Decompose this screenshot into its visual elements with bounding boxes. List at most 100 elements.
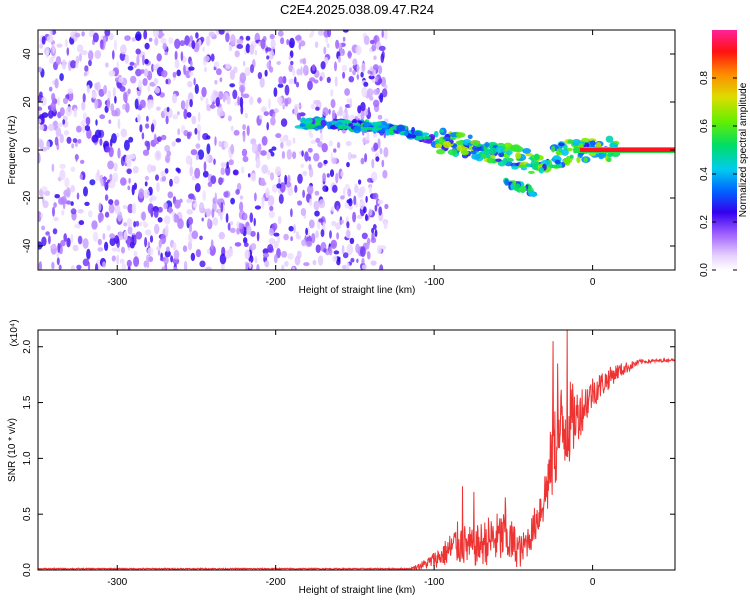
noise-speckle [229,83,236,88]
noise-speckle [310,103,316,110]
noise-speckle [207,181,213,187]
noise-speckle [94,82,99,90]
noise-speckle [82,93,86,103]
noise-speckle [56,43,63,48]
noise-speckle [256,158,261,168]
spectrogram-signal-track [294,116,675,197]
noise-speckle [260,150,267,156]
noise-speckle [204,66,207,73]
noise-speckle [197,149,205,160]
noise-speckle [125,154,132,165]
noise-speckle [172,242,177,251]
noise-speckle [270,39,276,50]
signal-blob [515,183,521,188]
snr-y-tick-label: 1.0 [22,451,33,465]
noise-speckle [92,231,99,242]
noise-speckle [123,231,128,241]
noise-speckle [361,257,365,265]
noise-speckle [247,173,251,178]
noise-speckle [146,163,153,173]
noise-speckle [165,224,169,236]
signal-blob [460,150,469,156]
noise-speckle [272,222,278,231]
noise-speckle [236,38,244,45]
noise-speckle [375,75,379,83]
noise-speckle [156,53,162,62]
noise-speckle [245,43,251,54]
snr-x-tick-label: -300 [107,577,127,588]
noise-speckle [161,266,166,270]
noise-speckle [246,225,252,235]
noise-speckle [312,259,317,266]
noise-speckle [153,78,159,85]
signal-blob [471,153,481,160]
noise-speckle [305,227,308,236]
noise-speckle [141,211,147,221]
noise-speckle [172,257,180,265]
noise-speckle [205,208,212,217]
noise-speckle [211,208,215,218]
noise-speckle [86,84,90,94]
noise-speckle [350,257,355,263]
signal-blob [436,149,446,155]
signal-blob [528,170,535,174]
noise-speckle [76,125,82,133]
noise-speckle [50,244,57,249]
noise-speckle [354,185,359,193]
noise-speckle [314,41,319,48]
signal-blob [378,129,386,133]
noise-speckle [277,216,282,225]
spectrogram-x-tick-label: -300 [107,277,127,288]
noise-speckle [202,190,206,202]
noise-speckle [41,36,46,45]
noise-speckle [154,87,160,94]
noise-speckle [347,188,352,197]
noise-speckle [215,97,220,107]
snr-x-tick-label: -200 [266,577,286,588]
noise-speckle [302,170,308,176]
noise-speckle [213,91,220,97]
noise-speckle [336,232,339,240]
noise-speckle [230,197,236,205]
noise-speckle [239,201,244,212]
noise-speckle [188,222,193,233]
noise-speckle [295,231,300,240]
noise-speckle [187,216,194,225]
noise-speckle [325,36,329,44]
noise-speckle [294,255,301,266]
signal-blob [511,144,522,152]
noise-speckle [59,169,66,181]
noise-speckle [290,208,293,218]
noise-speckle [185,99,189,110]
noise-speckle [274,254,278,264]
noise-speckle [314,190,320,196]
noise-speckle [300,163,305,168]
noise-speckle [147,85,151,92]
noise-speckle [51,92,56,102]
signal-blob [553,155,560,159]
snr-series-line [38,330,675,570]
noise-speckle [256,231,260,242]
noise-speckle [157,32,165,37]
noise-speckle [373,55,377,61]
noise-speckle [307,147,313,153]
noise-speckle [328,108,331,115]
noise-speckle [53,216,59,222]
noise-speckle [206,143,211,155]
noise-speckle [276,248,281,259]
noise-speckle [65,106,73,117]
noise-speckle [377,199,384,205]
noise-speckle [183,64,186,76]
noise-speckle [281,151,285,159]
noise-speckle [271,184,278,193]
noise-speckle [292,151,297,159]
noise-speckle [109,237,116,247]
noise-speckle [330,206,335,212]
noise-speckle [196,123,202,134]
noise-speckle [338,42,342,50]
noise-speckle [379,147,383,155]
noise-speckle [241,148,248,157]
noise-speckle [135,31,142,41]
noise-speckle [277,30,284,37]
noise-speckle [381,159,385,168]
